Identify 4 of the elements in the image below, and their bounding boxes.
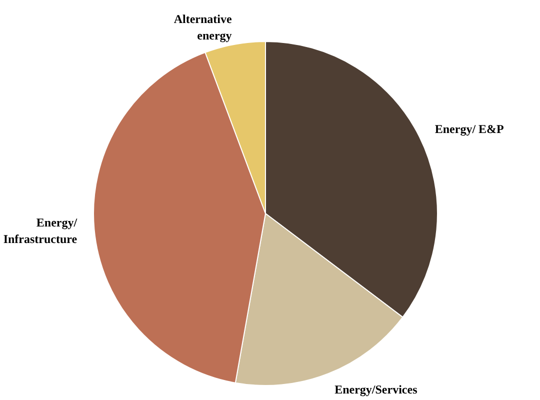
slice-label: Alternative energy <box>174 12 232 43</box>
slice-label: Energy/ E&P <box>434 122 504 136</box>
slice-label: Energy/Services <box>334 382 418 397</box>
slice-label: Energy/ Infrastructure <box>3 215 78 246</box>
